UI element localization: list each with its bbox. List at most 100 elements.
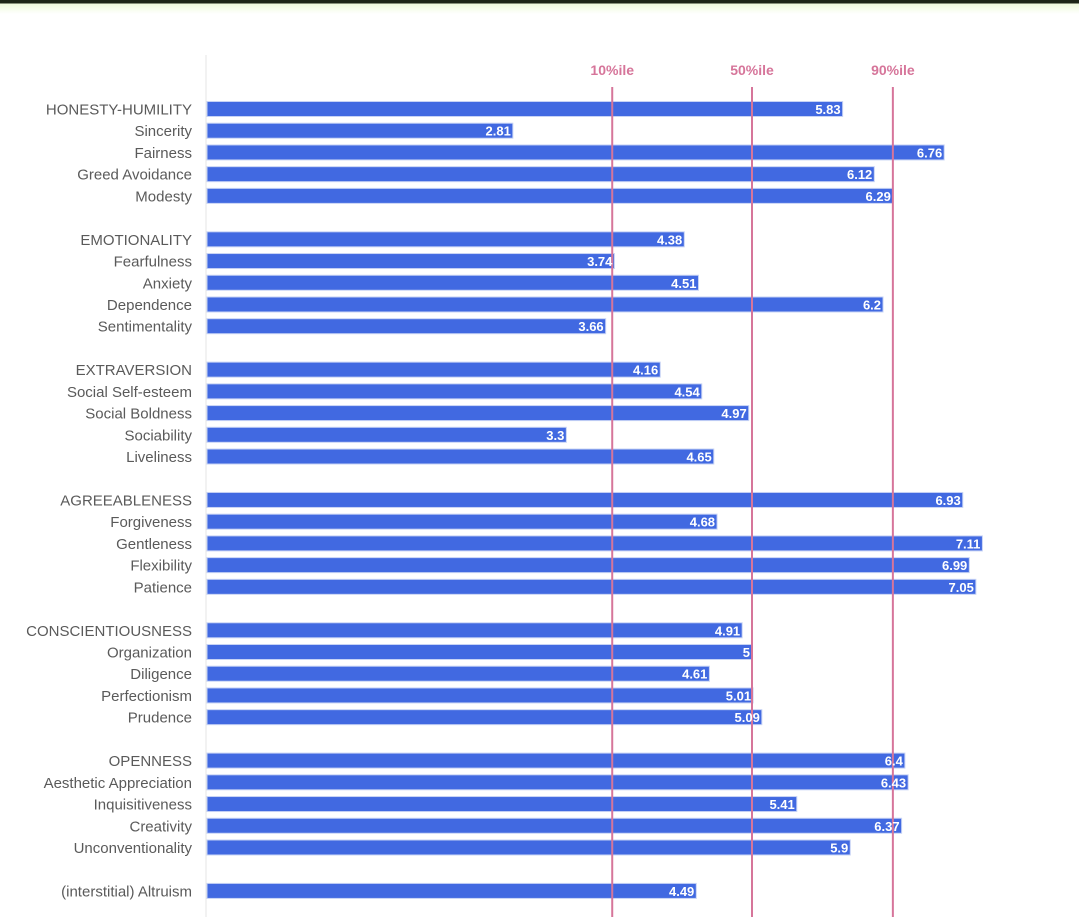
value-label: 4.38 bbox=[657, 232, 682, 247]
value-label: 4.61 bbox=[682, 667, 707, 682]
bar-facet bbox=[206, 166, 875, 183]
reference-lines-layer: 10%ile 50%ile 90%ile bbox=[590, 62, 915, 917]
value-labels-layer: 5.83 2.81 6.76 6.12 6.29 4.38 3.74 4.51 6.2 3.66 4… bbox=[486, 102, 981, 899]
facet-label: Inquisitiveness bbox=[94, 797, 192, 814]
bar-group bbox=[206, 101, 844, 117]
facet-label: Sociability bbox=[124, 427, 192, 444]
facet-label: Flexibility bbox=[130, 558, 192, 575]
value-label: 3.66 bbox=[578, 319, 603, 334]
bar-group bbox=[206, 491, 964, 508]
group-label: (interstitial) Altruism bbox=[61, 883, 192, 900]
facet-label: Diligence bbox=[130, 666, 192, 683]
value-label: 5.83 bbox=[815, 102, 840, 117]
facet-label: Modesty bbox=[135, 188, 192, 205]
bar-facet bbox=[206, 296, 884, 313]
bar-group bbox=[206, 361, 661, 378]
group-label: EMOTIONALITY bbox=[80, 232, 192, 249]
group-label: HONESTY-HUMILITY bbox=[46, 102, 192, 119]
value-label: 4.97 bbox=[721, 406, 746, 421]
facet-label: Patience bbox=[134, 579, 192, 596]
facet-label: Perfectionism bbox=[101, 688, 192, 705]
bar-facet bbox=[206, 426, 567, 443]
bar-facet bbox=[206, 383, 703, 400]
value-label: 6.43 bbox=[881, 775, 906, 790]
bars-layer bbox=[206, 101, 983, 899]
value-label: 6.76 bbox=[917, 145, 942, 160]
bar-facet bbox=[206, 817, 903, 834]
bar-facet bbox=[206, 796, 798, 813]
bar-facet bbox=[206, 535, 983, 552]
value-label: 4.16 bbox=[633, 363, 658, 378]
value-label: 5.01 bbox=[726, 688, 751, 703]
value-label: 4.51 bbox=[671, 276, 696, 291]
bar-facet bbox=[206, 687, 754, 704]
value-label: 5.41 bbox=[769, 797, 794, 812]
facet-label: Gentleness bbox=[116, 536, 192, 553]
facet-label: Forgiveness bbox=[110, 514, 192, 531]
facet-label: Greed Avoidance bbox=[77, 167, 192, 184]
group-label: OPENNESS bbox=[109, 753, 192, 770]
facet-label: Unconventionality bbox=[74, 840, 193, 857]
value-label: 6.4 bbox=[885, 754, 904, 769]
facet-label: Organization bbox=[107, 645, 192, 662]
value-label: 4.91 bbox=[715, 623, 740, 638]
value-label: 5.09 bbox=[735, 710, 760, 725]
facet-label: Social Boldness bbox=[85, 406, 192, 423]
facet-label: Sincerity bbox=[134, 123, 192, 140]
value-label: 7.11 bbox=[956, 536, 981, 551]
bar-facet bbox=[206, 665, 710, 682]
value-label: 3.74 bbox=[587, 254, 613, 269]
bar-facet bbox=[206, 318, 607, 335]
bar-facet bbox=[206, 839, 851, 856]
value-label: 2.81 bbox=[486, 124, 511, 139]
facet-label: Anxiety bbox=[143, 275, 193, 292]
bar-facet bbox=[206, 405, 750, 422]
value-label: 6.37 bbox=[874, 819, 899, 834]
value-label: 4.65 bbox=[686, 450, 711, 465]
group-label: AGREEABLENESS bbox=[60, 492, 192, 509]
bar-facet bbox=[206, 557, 970, 574]
bar-facet bbox=[206, 513, 718, 530]
bar-facet bbox=[206, 578, 977, 595]
bar-facet bbox=[206, 253, 615, 270]
facet-label: Social Self-esteem bbox=[67, 384, 192, 401]
facet-label: Creativity bbox=[129, 818, 192, 835]
value-label: 7.05 bbox=[949, 580, 974, 595]
bar-facet bbox=[206, 448, 715, 465]
facet-label: Dependence bbox=[107, 297, 192, 314]
value-label: 6.29 bbox=[866, 189, 891, 204]
value-label: 5 bbox=[743, 645, 750, 660]
bar-group bbox=[206, 882, 697, 899]
value-label: 6.99 bbox=[942, 558, 967, 573]
facet-label: Prudence bbox=[128, 710, 192, 727]
facet-label: Sentimentality bbox=[98, 319, 193, 336]
facet-label: Liveliness bbox=[126, 449, 192, 466]
bar-facet bbox=[206, 709, 763, 726]
reference-line-label: 50%ile bbox=[730, 62, 774, 78]
facet-label: Aesthetic Appreciation bbox=[44, 775, 192, 792]
reference-line-label: 10%ile bbox=[590, 62, 634, 78]
value-label: 4.54 bbox=[674, 384, 700, 399]
bar-group bbox=[206, 622, 743, 639]
bar-facet bbox=[206, 187, 894, 204]
bar-facet bbox=[206, 774, 909, 791]
group-label: EXTRAVERSION bbox=[76, 362, 192, 379]
value-label: 5.9 bbox=[830, 840, 848, 855]
bar-facet bbox=[206, 274, 699, 291]
value-label: 6.2 bbox=[863, 297, 881, 312]
bar-facet bbox=[206, 644, 753, 660]
bar-group bbox=[206, 231, 685, 248]
bar-facet bbox=[206, 144, 945, 161]
category-labels-layer: HONESTY-HUMILITY Sincerity Fairness Greed A… bbox=[26, 102, 192, 901]
value-label: 4.68 bbox=[690, 515, 715, 530]
bar-group bbox=[206, 752, 906, 769]
group-label: CONSCIENTIOUSNESS bbox=[26, 623, 192, 640]
window-top-strip bbox=[0, 0, 1079, 14]
value-label: 6.12 bbox=[847, 167, 872, 182]
facet-label: Fairness bbox=[134, 145, 192, 162]
facet-label: Fearfulness bbox=[114, 254, 192, 271]
value-label: 6.93 bbox=[935, 493, 960, 508]
value-label: 3.3 bbox=[546, 428, 564, 443]
bar-facet bbox=[206, 122, 514, 139]
